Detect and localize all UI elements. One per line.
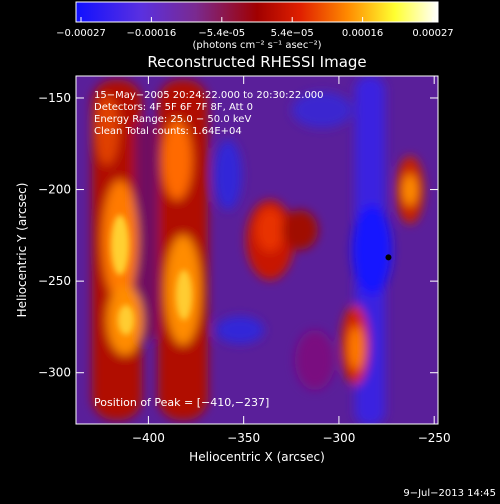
plot-frame xyxy=(75,75,439,425)
annotation-line: Energy Range: 25.0 − 50.0 keV xyxy=(94,114,251,125)
y-tick-label: −150 xyxy=(38,91,71,105)
annotation-line: Detectors: 4F 5F 6F 7F 8F, Att 0 xyxy=(94,102,253,113)
y-tick-label: −200 xyxy=(38,183,71,197)
x-tick-label: −250 xyxy=(418,431,451,445)
colorbar-tick-label: 0.00027 xyxy=(412,28,453,39)
footer-date: 9−Jul−2013 14:45 xyxy=(403,488,496,499)
colorbar-tick-label: −0.00027 xyxy=(56,28,106,39)
colorbar-tick-label: −0.00016 xyxy=(127,28,177,39)
image-area: 15−May−2005 20:24:22.000 to 20:30:22.000… xyxy=(76,76,438,424)
colorbar: −0.00027 −0.00016 −5.4e-05 5.4e−05 0.00016 0.… xyxy=(56,1,454,51)
colorbar-gradient xyxy=(75,1,439,23)
peak-marker xyxy=(385,254,392,261)
x-axis-ticks: −400 −350 −300 −250 xyxy=(132,76,451,445)
x-axis-label: Heliocentric X (arcsec) xyxy=(189,450,325,464)
x-tick-label: −300 xyxy=(322,431,355,445)
colorbar-tick-label: −5.4e-05 xyxy=(198,28,245,39)
annotation-block: 15−May−2005 20:24:22.000 to 20:30:22.000… xyxy=(94,90,324,137)
peak-position-text: Position of Peak = [−410,−237] xyxy=(94,396,269,409)
y-axis-ticks: −150 −200 −250 −300 xyxy=(38,91,438,380)
plot-title: Reconstructed RHESSI Image xyxy=(147,53,366,71)
x-tick-label: −400 xyxy=(132,431,165,445)
y-tick-label: −250 xyxy=(38,274,71,288)
annotation-line: Clean Total counts: 1.64E+04 xyxy=(94,126,242,137)
colorbar-units: (photons cm⁻² s⁻¹ asec⁻²) xyxy=(192,40,321,51)
colorbar-tick-label: 0.00016 xyxy=(342,28,383,39)
colorbar-tick-label: 5.4e−05 xyxy=(271,28,314,39)
annotation-line: 15−May−2005 20:24:22.000 to 20:30:22.000 xyxy=(94,90,324,101)
y-tick-label: −300 xyxy=(38,366,71,380)
colorbar-ticks: −0.00027 −0.00016 −5.4e-05 5.4e−05 0.00016 0.… xyxy=(56,17,454,39)
x-tick-label: −350 xyxy=(227,431,260,445)
y-axis-label: Heliocentric Y (arcsec) xyxy=(15,183,29,318)
